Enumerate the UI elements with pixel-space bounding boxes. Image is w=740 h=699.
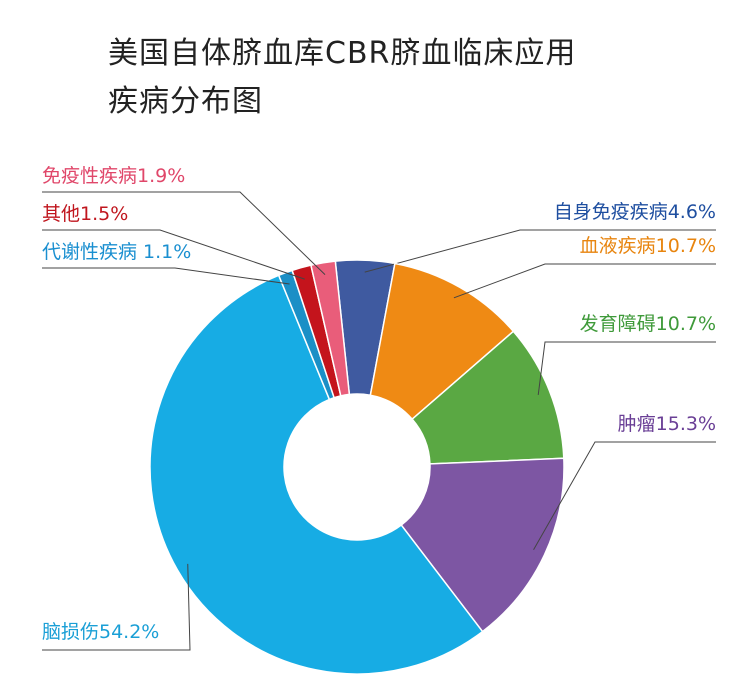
slice-免疫性疾病 [310, 260, 351, 397]
data-label-免疫性疾病: 免疫性疾病1.9% [42, 165, 185, 187]
leader-line-发育障碍 [537, 341, 716, 396]
data-label-脑损伤: 脑损伤54.2% [42, 621, 159, 643]
leader-line-自身免疫疾病 [364, 229, 716, 273]
chart-title-line-1: 美国自体脐血库CBR脐血临床应用 [108, 36, 577, 71]
data-label-肿瘤: 肿瘤15.3% [618, 413, 716, 435]
slice-血液疾病 [369, 262, 515, 421]
slice-脑损伤 [149, 274, 484, 675]
data-label-自身免疫疾病: 自身免疫疾病4.6% [554, 201, 716, 223]
data-label-代谢性疾病: 代谢性疾病 1.1% [42, 241, 191, 263]
chart-title-line-2: 疾病分布图 [108, 84, 263, 119]
data-label-其他: 其他1.5% [42, 203, 128, 225]
leader-line-其他 [42, 229, 305, 280]
leader-line-脑损伤 [42, 563, 191, 651]
slice-发育障碍 [411, 330, 565, 465]
data-label-血液疾病: 血液疾病10.7% [580, 235, 716, 257]
data-label-发育障碍: 发育障碍10.7% [580, 313, 716, 335]
slice-肿瘤 [400, 457, 565, 633]
leader-line-血液疾病 [453, 263, 716, 299]
chart-title: 美国自体脐血库CBR脐血临床应用 疾病分布图 [108, 30, 668, 126]
leader-line-免疫性疾病 [42, 191, 326, 275]
leader-line-代谢性疾病 [42, 267, 290, 285]
leader-line-肿瘤 [533, 441, 716, 551]
